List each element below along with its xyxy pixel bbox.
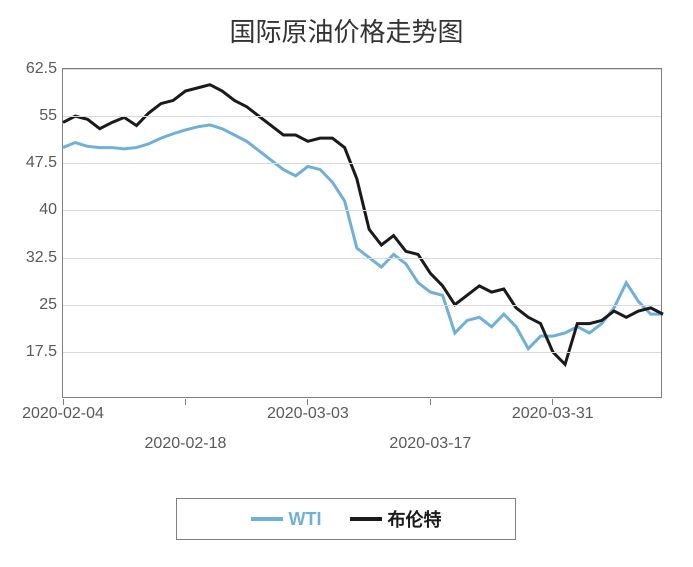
- chart-title: 国际原油价格走势图: [0, 12, 693, 49]
- x-tick-label: 2020-02-04: [22, 405, 104, 423]
- oil-price-chart: 国际原油价格走势图 17.52532.54047.55562.52020-02-…: [0, 0, 693, 567]
- gridline: [63, 163, 661, 164]
- y-tick-label: 47.5: [26, 154, 63, 172]
- y-tick-label: 17.5: [26, 343, 63, 361]
- x-tick: [185, 399, 186, 405]
- legend: WTI 布伦特: [176, 498, 516, 540]
- gridline: [63, 305, 661, 306]
- gridline: [63, 210, 661, 211]
- gridline: [63, 116, 661, 117]
- x-tick-label: 2020-03-31: [512, 405, 594, 423]
- y-tick-label: 40: [39, 201, 63, 219]
- gridline: [63, 352, 661, 353]
- y-tick-label: 32.5: [26, 249, 63, 267]
- line-series-svg: [63, 69, 663, 399]
- legend-item: WTI: [251, 509, 322, 530]
- y-tick-label: 25: [39, 296, 63, 314]
- legend-swatch: [251, 517, 283, 521]
- plot-area: 17.52532.54047.55562.52020-02-042020-02-…: [62, 68, 662, 398]
- series-line-WTI: [63, 125, 663, 349]
- x-tick-label: 2020-03-17: [389, 435, 471, 453]
- x-tick-label: 2020-03-03: [267, 405, 349, 423]
- y-tick-label: 55: [39, 107, 63, 125]
- legend-item: 布伦特: [350, 506, 442, 532]
- x-tick: [430, 399, 431, 405]
- legend-label: WTI: [289, 509, 322, 530]
- y-tick-label: 62.5: [26, 60, 63, 78]
- gridline: [63, 69, 661, 70]
- legend-label: 布伦特: [388, 506, 442, 532]
- gridline: [63, 258, 661, 259]
- x-tick-label: 2020-02-18: [145, 435, 227, 453]
- legend-swatch: [350, 517, 382, 521]
- series-line-布伦特: [63, 85, 663, 365]
